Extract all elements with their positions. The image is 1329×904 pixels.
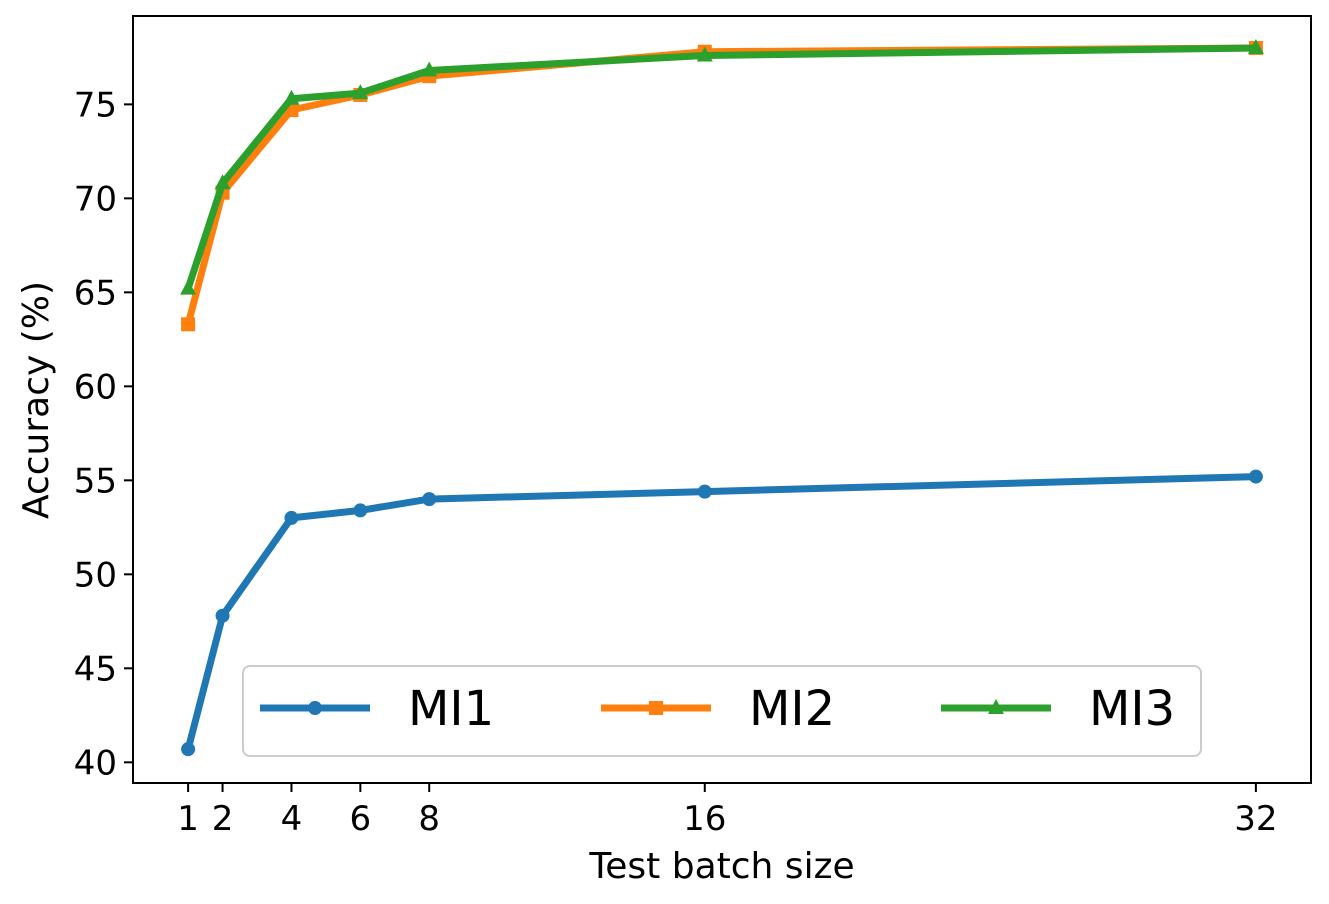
x-tick-label: 2 — [212, 799, 234, 839]
data-point — [421, 61, 438, 77]
legend-entry: MI3 — [941, 681, 1175, 737]
data-point — [1247, 38, 1264, 54]
data-point — [697, 484, 712, 499]
y-tick-label: 40 — [74, 743, 117, 783]
y-axis-label: Accuracy (%) — [16, 281, 57, 519]
x-tick-label: 16 — [683, 799, 726, 839]
x-tick-label: 32 — [1234, 799, 1277, 839]
data-point — [214, 174, 231, 190]
legend-entry: MI2 — [601, 681, 835, 737]
legend-marker — [988, 699, 1004, 714]
series-mi1 — [181, 469, 1263, 757]
x-tick-label: 8 — [418, 799, 440, 839]
x-axis: 1 2 4 6 8 16 32 — [177, 783, 1278, 839]
y-tick-label: 45 — [74, 649, 117, 689]
y-tick-label: 60 — [74, 367, 117, 407]
y-tick-label: 50 — [74, 555, 117, 595]
plot-area — [133, 16, 1311, 783]
x-axis-label: Test batch size — [588, 846, 854, 887]
series-layer — [180, 38, 1264, 757]
x-tick-label: 1 — [177, 799, 199, 839]
data-point — [352, 84, 369, 100]
legend-entry: MI1 — [260, 681, 494, 737]
y-axis: 40 45 50 55 60 65 70 75 — [74, 85, 133, 783]
data-point — [696, 46, 713, 62]
legend-marker — [308, 701, 322, 715]
data-point — [181, 317, 196, 332]
y-tick-label: 75 — [74, 85, 117, 125]
legend-label: MI3 — [1089, 681, 1175, 737]
y-tick-label: 55 — [74, 461, 117, 501]
y-tick-label: 65 — [74, 273, 117, 313]
data-point — [215, 608, 230, 623]
data-point — [353, 503, 368, 518]
x-tick-label: 4 — [281, 799, 303, 839]
legend-box — [242, 665, 1202, 757]
x-tick-label: 6 — [350, 799, 372, 839]
data-point — [181, 742, 196, 757]
plot-frame — [132, 15, 1312, 784]
data-point — [283, 89, 300, 105]
y-tick-label: 70 — [74, 179, 117, 219]
data-point — [1248, 469, 1263, 484]
data-point — [180, 279, 197, 295]
legend-label: MI2 — [749, 681, 835, 737]
data-point — [284, 510, 299, 525]
legend-marker — [649, 701, 663, 715]
data-point — [422, 492, 437, 507]
legend: MI1 MI2 MI3 — [242, 665, 1202, 757]
legend-label: MI1 — [408, 681, 494, 737]
series-mi3 — [180, 38, 1264, 295]
